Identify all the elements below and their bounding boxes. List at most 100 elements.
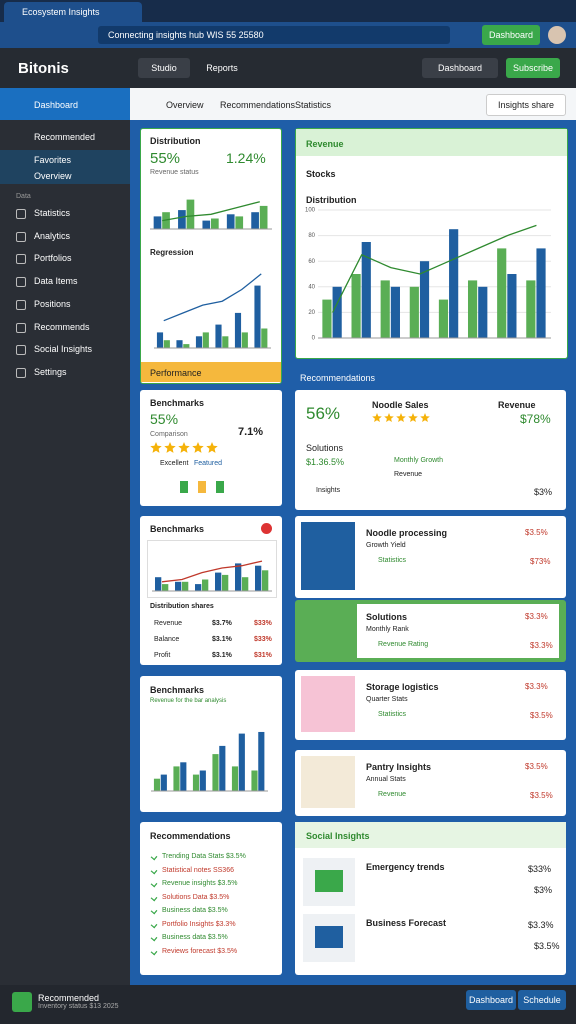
sidebar-header — [0, 88, 130, 120]
bar — [199, 770, 206, 791]
y-tick-label: 0 — [312, 336, 316, 342]
browser-button[interactable]: Dashboard — [482, 25, 540, 45]
status-sub: Inventory status $13 2025 — [38, 1003, 119, 1010]
bar — [332, 286, 342, 338]
y-tick-label: 20 — [308, 310, 315, 316]
swatch — [216, 481, 224, 493]
toolbar-tab[interactable]: Overview — [166, 100, 204, 110]
product-value: $3.3% — [525, 612, 548, 621]
bar — [160, 774, 167, 791]
bar — [183, 344, 190, 348]
product-icon — [301, 606, 355, 654]
item-value: $3.5% — [534, 941, 560, 951]
sidebar-icon — [16, 231, 26, 242]
star — [206, 442, 218, 453]
line — [331, 224, 537, 313]
y-tick-label: 100 — [305, 208, 316, 214]
sidebar-group[interactable]: Recommended — [34, 132, 96, 142]
product-value: $3.3% — [525, 682, 548, 691]
product-value: $3.5% — [530, 711, 553, 720]
sidebar-item[interactable]: Recommends — [34, 321, 90, 332]
bar — [255, 565, 262, 591]
sidebar-item[interactable]: Positions — [34, 298, 71, 309]
sidebar-section: Data — [16, 193, 31, 200]
item-value: $3.3% — [528, 920, 554, 930]
sidebar-icon — [16, 367, 26, 378]
avatar[interactable] — [548, 26, 566, 44]
table-cell: $3.1% — [212, 636, 232, 643]
bar — [467, 280, 478, 338]
toolbar-tab[interactable]: Recommendations — [220, 100, 296, 110]
sidebar-sub[interactable]: Favorites — [34, 155, 72, 165]
status-button[interactable]: Schedule — [518, 990, 566, 1010]
card-header — [295, 822, 566, 848]
address-text: Connecting insights hub WIS 55 25580 — [108, 30, 264, 40]
bar — [163, 340, 170, 348]
star — [408, 413, 418, 422]
product-sub: Monthly Rank — [366, 626, 409, 633]
sidebar-item[interactable]: Portfolios — [34, 253, 72, 264]
address-bar[interactable] — [98, 26, 450, 44]
sidebar-item[interactable]: Settings — [34, 366, 67, 377]
item-title: Emergency trends — [366, 862, 445, 872]
label: Distribution — [306, 195, 357, 205]
tab-title: Ecosystem Insights — [22, 7, 100, 17]
main-chart: 0 20 40 60 80 100 — [305, 208, 551, 342]
check-item: Statistical notes SS366 — [162, 866, 234, 874]
star — [150, 442, 162, 453]
line — [161, 560, 263, 583]
product-title: Storage logistics — [366, 682, 439, 692]
rating-label: Excellent — [160, 460, 189, 467]
bar — [242, 577, 249, 591]
share-button[interactable]: Insights share — [486, 94, 566, 116]
check-item: Trending Data Stats $3.5% — [162, 853, 246, 860]
sidebar-icon — [16, 299, 26, 310]
table-cell: $3.7% — [212, 620, 232, 627]
mini-chart — [150, 199, 272, 230]
mini-chart — [151, 731, 268, 792]
y-tick-label: 40 — [308, 284, 315, 290]
subscribe-button[interactable]: Subscribe — [506, 58, 560, 78]
footer-value: $3% — [534, 487, 553, 497]
bar — [153, 216, 162, 229]
star — [420, 413, 430, 422]
mini-chart — [154, 273, 271, 349]
label: Stocks — [306, 169, 336, 179]
bar — [235, 216, 244, 229]
bar — [351, 274, 361, 338]
dropdown[interactable]: Dashboard — [422, 58, 498, 78]
bar — [202, 220, 211, 229]
bar — [241, 332, 248, 348]
star — [178, 442, 190, 453]
sidebar-item[interactable]: Social Insights — [34, 344, 93, 355]
bar — [258, 731, 265, 791]
sidebar-item[interactable]: Data Items — [34, 276, 78, 287]
sidebar-sub[interactable]: Overview — [34, 171, 72, 181]
header-tab[interactable]: Studio — [138, 58, 190, 78]
product-sub: Quarter Stats — [366, 696, 408, 703]
footer-label: Insights — [316, 487, 341, 494]
status-button[interactable]: Dashboard — [466, 990, 516, 1010]
bar — [153, 778, 161, 791]
bar — [186, 199, 195, 229]
item-glyph — [315, 926, 343, 948]
star — [396, 413, 406, 422]
toolbar-tab[interactable]: Statistics — [295, 100, 332, 110]
star — [192, 442, 204, 453]
note: Revenue — [394, 471, 423, 478]
line — [163, 273, 262, 322]
bar — [251, 212, 259, 229]
bar — [231, 766, 239, 791]
item-title: Business Forecast — [366, 918, 447, 928]
sidebar-item[interactable]: Statistics — [34, 208, 71, 218]
sidebar-item[interactable]: Analytics — [34, 230, 71, 241]
header-tab[interactable]: Reports — [206, 63, 238, 73]
bar — [536, 248, 546, 338]
note: Comparison — [150, 431, 188, 438]
bar — [219, 745, 226, 791]
product-icon — [301, 676, 355, 732]
tab[interactable] — [4, 2, 142, 22]
bar — [259, 205, 268, 229]
bar — [155, 577, 162, 591]
check-item: Revenue insights $3.5% — [162, 880, 238, 887]
